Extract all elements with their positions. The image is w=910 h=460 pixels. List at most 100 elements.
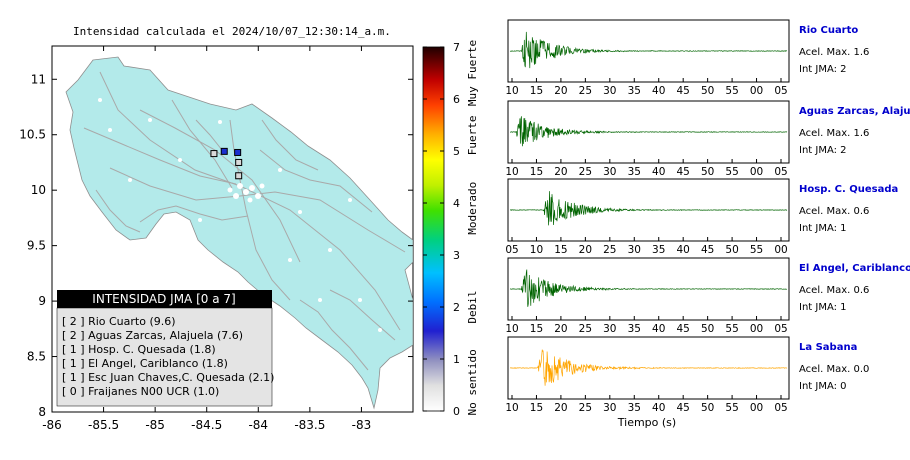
seismo-tick-label: 45 [676,323,689,335]
seismo-tick-label: 00 [774,244,787,256]
seismo-tick-label: 50 [701,323,714,335]
seismo-jma: Int JMA: 2 [799,145,847,156]
colorbar-category-label: Moderado [466,182,479,235]
map-x-tick-label: -84.5 [191,418,222,432]
colorbar-tick-label: 7 [453,41,460,54]
seismo-tick-label: 55 [725,166,738,178]
map-x-tick-label: -85.5 [88,418,119,432]
seismo-tick-label: 50 [701,166,714,178]
seismo-tick-label: 35 [628,166,641,178]
town-markers [98,98,382,332]
station-marker [220,147,228,155]
legend-item: [ 1 ] Esc Juan Chaves,C. Quesada (2.1) [62,371,274,384]
seismo-jma: Int JMA: 0 [799,381,847,392]
seismogram-2: 05 10 15 20 25 30 35 40 45 50 55 00 Hosp. C. Quesada… [505,178,898,256]
seismo-tick-label: 20 [579,244,592,256]
seismogram-4: 10 15 20 25 30 35 40 45 50 55 00 05 La Sabana Acel. M… [505,336,869,414]
colorbar-tick-label: 4 [453,197,460,210]
colorbar-category-label: Debil [466,290,479,323]
map-panel: -86 -85.5 -85 -84.5 -84 -83.5 -83 11 10.5 10 9.5 9… [19,45,414,432]
station-marker [235,172,243,180]
seismo-tick-label: 05 [774,85,787,97]
seismo-tick-label: 05 [774,323,787,335]
seismo-tick-label: 25 [579,323,592,335]
seismo-tick-label: 50 [701,85,714,97]
seismo-x-label: Tiempo (s) [617,416,676,429]
seismo-tick-label: 50 [701,402,714,414]
seismo-tick-label: 15 [554,244,567,256]
seismo-tick-label: 25 [579,85,592,97]
map-x-tick-label: -83 [352,418,372,432]
seismo-tick-label: 10 [505,166,518,178]
seismo-accel: Acel. Max. 0.0 [799,364,869,375]
seismo-tick-label: 20 [554,166,567,178]
seismogram-3: 10 15 20 25 30 35 40 45 50 55 00 05 El Angel, Caribl… [505,257,910,335]
seismo-accel: Acel. Max. 1.6 [799,47,869,58]
seismo-station-name: Rio Cuarto [799,25,858,36]
legend-item: [ 0 ] Fraijanes N00 UCR (1.0) [62,385,219,398]
seismo-accel: Acel. Max. 0.6 [799,285,869,296]
station-markers [210,147,243,180]
seismo-tick-label: 25 [603,244,616,256]
colorbar-tick-label: 1 [453,353,460,366]
intensity-colorbar: 0 1 2 3 4 5 6 7 No sentido Debil Moderado Fuerte Mu… [422,40,479,418]
map-y-tick-label: 10.5 [19,128,46,142]
seismo-tick-label: 55 [750,244,763,256]
seismo-tick-label: 55 [725,85,738,97]
legend-body [56,307,273,407]
seismogram-panel: 10 15 20 25 30 35 40 45 50 55 00 05 Rio Cuarto Acel. … [505,19,910,414]
seismo-tick-label: 55 [725,402,738,414]
seismo-tick-label: 40 [652,166,665,178]
station-marker [234,148,242,156]
seismo-trace [509,31,787,69]
seismo-tick-label: 05 [774,166,787,178]
seismo-tick-label: 20 [554,402,567,414]
seismo-tick-label: 00 [750,402,763,414]
seismo-tick-label: 15 [530,402,543,414]
seismogram-0: 10 15 20 25 30 35 40 45 50 55 00 05 Rio Cuarto Acel. … [505,19,869,97]
seismo-tick-label: 10 [505,402,518,414]
seismo-tick-label: 45 [676,85,689,97]
legend-item: [ 2 ] Rio Cuarto (9.6) [62,315,176,328]
seismo-trace [510,116,788,147]
legend-header: INTENSIDAD JMA [0 a 7] [92,292,235,306]
chart-title: Intensidad calculada el 2024/10/07_12:30… [73,25,391,38]
seismo-tick-label: 05 [774,402,787,414]
seismo-trace [509,269,788,307]
costa-rica-landmass [65,56,413,410]
seismo-tick-label: 45 [701,244,714,256]
seismo-tick-label: 30 [628,244,641,256]
seismo-tick-label: 05 [505,244,518,256]
station-marker [235,158,243,166]
colorbar-tick-label: 5 [453,145,460,158]
map-x-axis: -86 -85.5 -85 -84.5 -84 -83.5 -83 [42,46,371,432]
seismo-trace [509,349,788,386]
seismo-tick-label: 30 [603,166,616,178]
seismo-tick-label: 35 [628,323,641,335]
legend-item: [ 2 ] Aguas Zarcas, Alajuela (7.6) [62,329,243,342]
map-y-axis: 11 10.5 10 9.5 9 8.5 8 [19,72,413,419]
seismo-jma: Int JMA: 2 [799,64,847,75]
seismo-tick-label: 25 [579,166,592,178]
seismo-accel: Acel. Max. 1.6 [799,128,869,139]
map-x-tick-label: -86 [42,418,62,432]
seismo-jma: Int JMA: 1 [799,223,847,234]
legend-item: [ 1 ] El Angel, Cariblanco (1.8) [62,357,228,370]
station-marker [210,150,218,158]
legend-item: [ 1 ] Hosp. C. Quesada (1.8) [62,343,216,356]
colorbar-category-label: No sentido [466,349,479,415]
intensity-legend: INTENSIDAD JMA [0 a 7] [ 2 ] Rio Cuarto … [56,290,274,407]
colorbar-tick-label: 0 [453,405,460,418]
seismo-accel: Acel. Max. 0.6 [799,206,869,217]
seismo-station-name: El Angel, Cariblanco [799,263,910,274]
colorbar-scale [422,46,445,412]
seismo-tick-label: 50 [725,244,738,256]
colorbar-category-label: Muy Fuerte [466,40,479,106]
seismo-tick-label: 35 [652,244,665,256]
seismo-tick-label: 40 [652,85,665,97]
seismo-station-name: Hosp. C. Quesada [799,184,898,195]
seismo-tick-label: 15 [530,323,543,335]
map-y-tick-label: 10 [31,183,46,197]
seismo-jma: Int JMA: 1 [799,302,847,313]
